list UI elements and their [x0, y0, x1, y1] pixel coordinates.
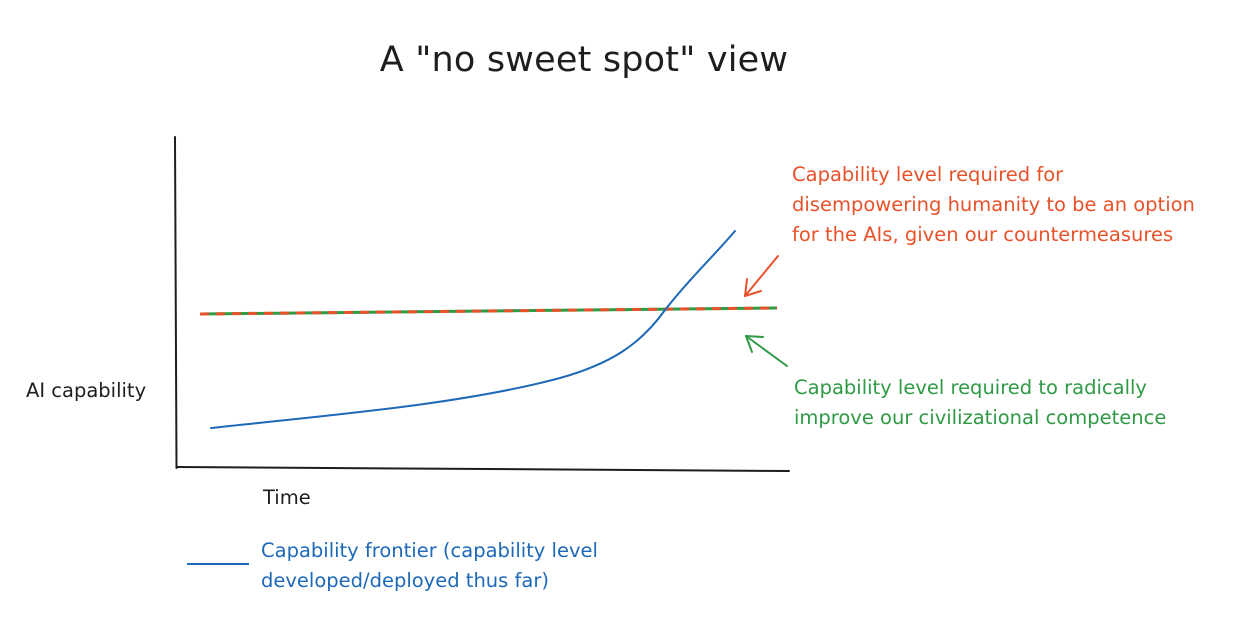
competence-annotation: Capability level required to radically i…: [794, 373, 1166, 433]
x-axis: [175, 466, 790, 472]
y-axis: [174, 136, 178, 469]
x-axis-label: Time: [263, 486, 311, 509]
legend-frontier-label: Capability frontier (capability level de…: [261, 536, 598, 596]
competence-annotation-line: Capability level required to radically: [794, 376, 1147, 399]
disempower-annotation-line: disempowering humanity to be an option: [792, 193, 1195, 216]
legend-line: developed/deployed thus far): [261, 569, 549, 592]
disempower-annotation: Capability level required for disempower…: [792, 160, 1195, 250]
disempower-arrow: [744, 255, 779, 297]
competence-arrow: [745, 335, 788, 367]
disempower-threshold-line: [199, 306, 778, 316]
diagram-title: A "no sweet spot" view: [379, 40, 789, 80]
disempower-annotation-line: Capability level required for: [792, 163, 1064, 186]
legend-line: Capability frontier (capability level: [261, 539, 598, 562]
disempower-annotation-line: for the AIs, given our countermeasures: [792, 223, 1174, 246]
capability-frontier-curve: [210, 230, 736, 429]
competence-annotation-line: improve our civilizational competence: [794, 406, 1167, 429]
y-axis-label: AI capability: [26, 379, 147, 402]
